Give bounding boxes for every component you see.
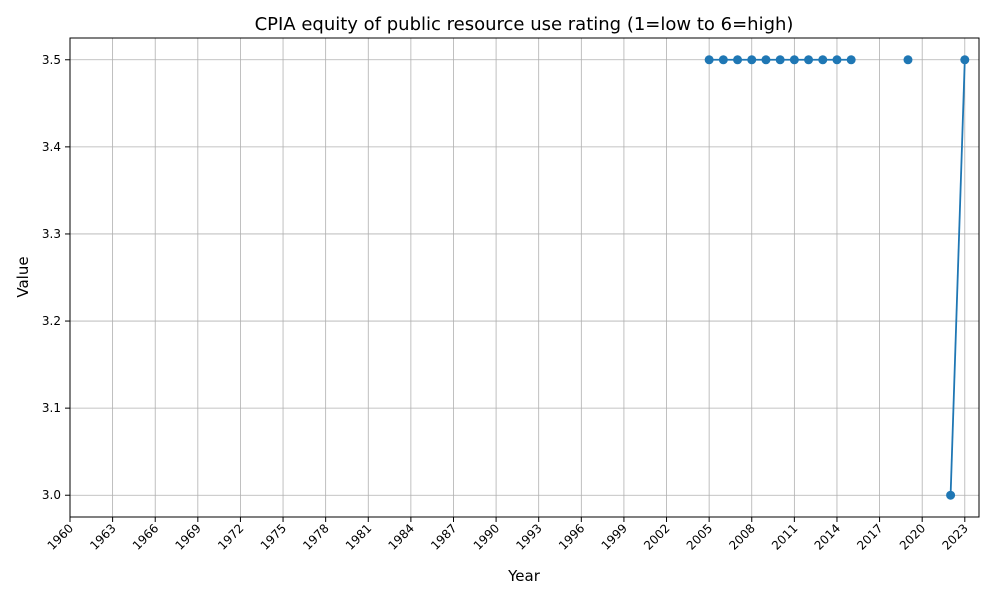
data-point — [733, 55, 743, 65]
data-point — [832, 55, 842, 65]
y-axis-label: Value — [14, 256, 32, 297]
x-tick-label: 1996 — [556, 521, 587, 552]
x-tick-label: 2011 — [769, 521, 800, 552]
data-point — [704, 55, 714, 65]
x-tick-label: 1972 — [215, 521, 246, 552]
x-tick-label: 1984 — [385, 521, 416, 552]
y-tick-label: 3.5 — [42, 53, 61, 67]
x-tick-label: 2014 — [812, 521, 843, 552]
x-tick-label: 1963 — [87, 521, 118, 552]
x-tick-label: 1960 — [45, 521, 76, 552]
x-axis-ticks: 1960 1963 1966 1969 1972 1975 1978 1981 1984 1987… — [45, 517, 971, 553]
x-tick-label: 1993 — [513, 521, 544, 552]
series — [704, 55, 970, 500]
data-point — [775, 55, 785, 65]
x-tick-label: 1981 — [343, 521, 374, 552]
data-point — [818, 55, 828, 65]
x-tick-label: 2020 — [897, 521, 928, 552]
x-tick-label: 1975 — [258, 521, 289, 552]
y-tick-label: 3.4 — [42, 140, 61, 154]
series-line — [949, 59, 966, 496]
data-point — [718, 55, 728, 65]
x-tick-label: 2002 — [641, 521, 672, 552]
data-point — [804, 55, 814, 65]
y-tick-label: 3.2 — [42, 314, 61, 328]
x-tick-label: 1999 — [599, 521, 630, 552]
x-tick-label: 1966 — [130, 521, 161, 552]
x-tick-label: 2008 — [726, 521, 757, 552]
x-tick-label: 1978 — [300, 521, 331, 552]
data-point — [946, 490, 956, 500]
y-tick-label: 3.0 — [42, 488, 61, 502]
data-point — [789, 55, 799, 65]
x-axis-label: Year — [507, 567, 541, 585]
x-tick-label: 1987 — [428, 521, 459, 552]
grid — [69, 38, 979, 517]
y-tick-label: 3.1 — [42, 401, 61, 415]
x-tick-label: 2017 — [854, 521, 885, 552]
data-point — [846, 55, 856, 65]
data-point — [903, 55, 913, 65]
plot-frame — [69, 37, 980, 518]
data-point — [960, 55, 970, 65]
chart-title: CPIA equity of public resource use ratin… — [255, 14, 794, 35]
x-tick-label: 1990 — [471, 521, 502, 552]
x-tick-label: 1969 — [172, 521, 203, 552]
y-tick-label: 3.3 — [42, 227, 61, 241]
x-tick-label: 2023 — [939, 521, 970, 552]
data-point — [761, 55, 771, 65]
data-point — [747, 55, 757, 65]
x-tick-label: 2005 — [684, 521, 715, 552]
y-axis-ticks: 3.0 3.1 3.2 3.3 3.4 3.5 — [42, 53, 70, 502]
